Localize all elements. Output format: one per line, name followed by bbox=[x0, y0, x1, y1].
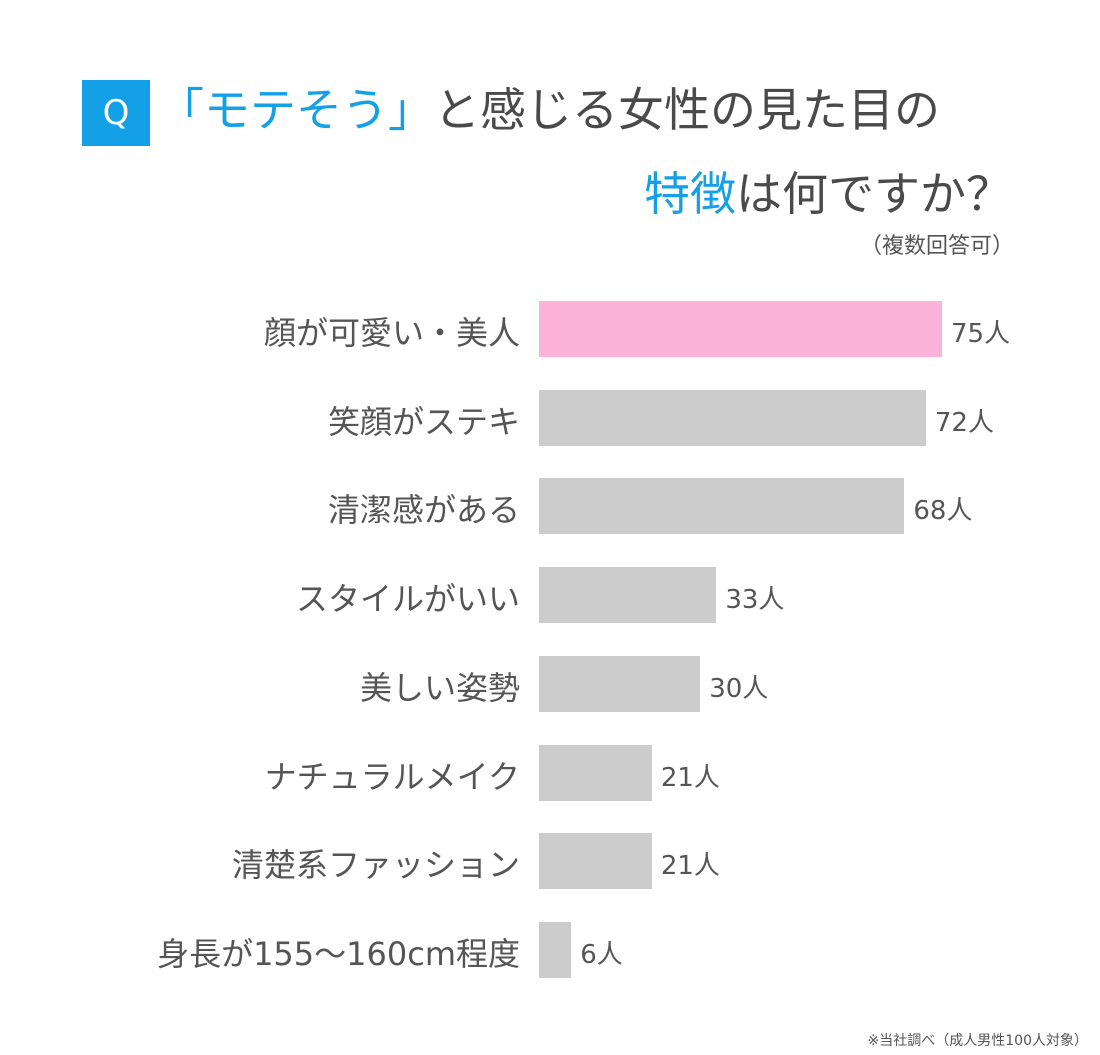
bar bbox=[539, 389, 926, 446]
multiple-answer-note: （複数回答可） bbox=[859, 234, 1014, 259]
category-label: スタイルがいい bbox=[295, 580, 520, 619]
value-label: 68人 bbox=[913, 496, 973, 527]
category-label: 顔が可愛い・美人 bbox=[263, 314, 520, 352]
title-line-1: 「モテそう」と感じる女性の見た目の bbox=[158, 78, 1018, 142]
category-label: 清潔感がある bbox=[327, 491, 520, 530]
value-label: 75人 bbox=[951, 319, 1011, 349]
title-line-2: 特徴は何ですか？ bbox=[644, 162, 1012, 226]
bar bbox=[539, 301, 942, 357]
category-label: 身長が155〜160cm程度 bbox=[157, 934, 520, 973]
value-label: 30人 bbox=[709, 673, 769, 704]
value-label: 72人 bbox=[934, 407, 994, 438]
category-label: 清楚系ファッション bbox=[231, 846, 520, 885]
category-label: ナチュラルメイク bbox=[264, 757, 520, 796]
bar bbox=[539, 655, 701, 712]
bar bbox=[539, 567, 717, 624]
question-badge: Q bbox=[82, 80, 150, 146]
bar bbox=[539, 921, 572, 978]
bar bbox=[539, 833, 652, 890]
category-label: 美しい姿勢 bbox=[359, 668, 520, 707]
value-label: 33人 bbox=[725, 585, 785, 616]
title-text-1: と感じる女性の見た目の bbox=[434, 83, 940, 137]
title-text-2: は何ですか？ bbox=[736, 167, 1012, 221]
bar bbox=[539, 478, 905, 535]
bar-chart: 顔が可愛い・美人 75人笑顔がステキ 72人清潔感がある 68人スタイルがいい 33人美… bbox=[157, 301, 1011, 978]
bar bbox=[539, 744, 652, 801]
value-label: 21人 bbox=[660, 762, 720, 793]
title-highlight-2: 特徴 bbox=[644, 167, 736, 221]
footnote: ※当社調べ（成人男性100人対象） bbox=[867, 1033, 1088, 1049]
value-label: 21人 bbox=[660, 851, 720, 882]
category-label: 笑顔がステキ bbox=[327, 402, 520, 441]
value-label: 6人 bbox=[580, 939, 623, 970]
title-highlight-1: 「モテそう」 bbox=[158, 83, 434, 137]
